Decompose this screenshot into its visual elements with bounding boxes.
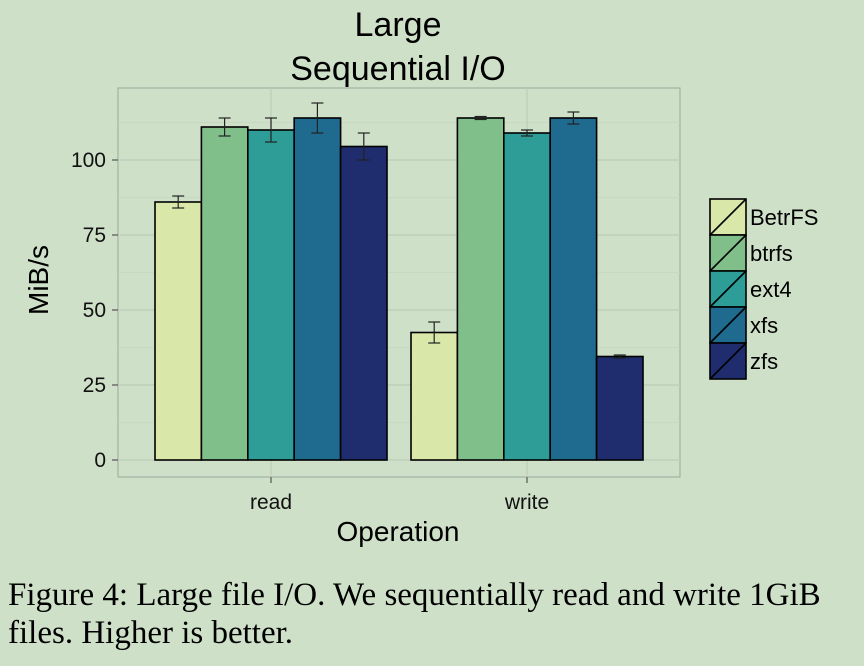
bar-ext4-write bbox=[502, 132, 551, 461]
legend-label-betrfs: BetrFS bbox=[750, 205, 818, 230]
bar-zfs-read bbox=[339, 145, 388, 461]
legend: BetrFS btrfs ext4 xfs zfs bbox=[709, 198, 818, 380]
legend-label-xfs: xfs bbox=[750, 313, 778, 338]
y-tick-label: 75 bbox=[83, 224, 106, 247]
bar-btrfs-read bbox=[200, 126, 249, 461]
bar-btrfs-write bbox=[456, 117, 505, 461]
y-tick-label: 100 bbox=[71, 149, 106, 172]
x-tick-label-write: write bbox=[504, 491, 549, 514]
chart-figure: Large Sequential I/O 0 25 50 75 100 read write… bbox=[23, 6, 818, 547]
legend-label-zfs: zfs bbox=[750, 349, 778, 374]
y-tick-label: 25 bbox=[83, 374, 106, 397]
bar-ext4-read bbox=[247, 129, 296, 461]
y-tick-label: 50 bbox=[83, 299, 106, 322]
chart-svg: Large Sequential I/O 0 25 50 75 100 read write… bbox=[23, 6, 818, 547]
bar-zfs-write bbox=[595, 355, 644, 461]
chart-title-line-1: Large bbox=[355, 6, 442, 44]
legend-key-slash bbox=[709, 270, 747, 308]
legend-key-slash bbox=[709, 198, 747, 236]
axes: 0 25 50 75 100 read write bbox=[71, 149, 549, 514]
legend-key-slash bbox=[709, 342, 747, 380]
bar-xfs-write bbox=[549, 117, 598, 461]
bars bbox=[154, 102, 644, 461]
legend-label-ext4: ext4 bbox=[750, 277, 792, 302]
chart-title-line-2: Sequential I/O bbox=[290, 50, 505, 88]
y-axis-title: MiB/s bbox=[23, 245, 54, 315]
bar-betrfs-write bbox=[410, 331, 459, 461]
legend-key-slash bbox=[709, 234, 747, 272]
legend-key-slash bbox=[709, 306, 747, 344]
x-tick-label-read: read bbox=[250, 491, 292, 514]
y-tick-label: 0 bbox=[94, 449, 106, 472]
bar-betrfs-read bbox=[154, 201, 203, 461]
figure-caption: Figure 4: Large file I/O. We sequentiall… bbox=[8, 577, 821, 651]
bar-xfs-read bbox=[293, 117, 342, 461]
x-axis-title: Operation bbox=[337, 516, 460, 547]
legend-label-btrfs: btrfs bbox=[750, 241, 793, 266]
